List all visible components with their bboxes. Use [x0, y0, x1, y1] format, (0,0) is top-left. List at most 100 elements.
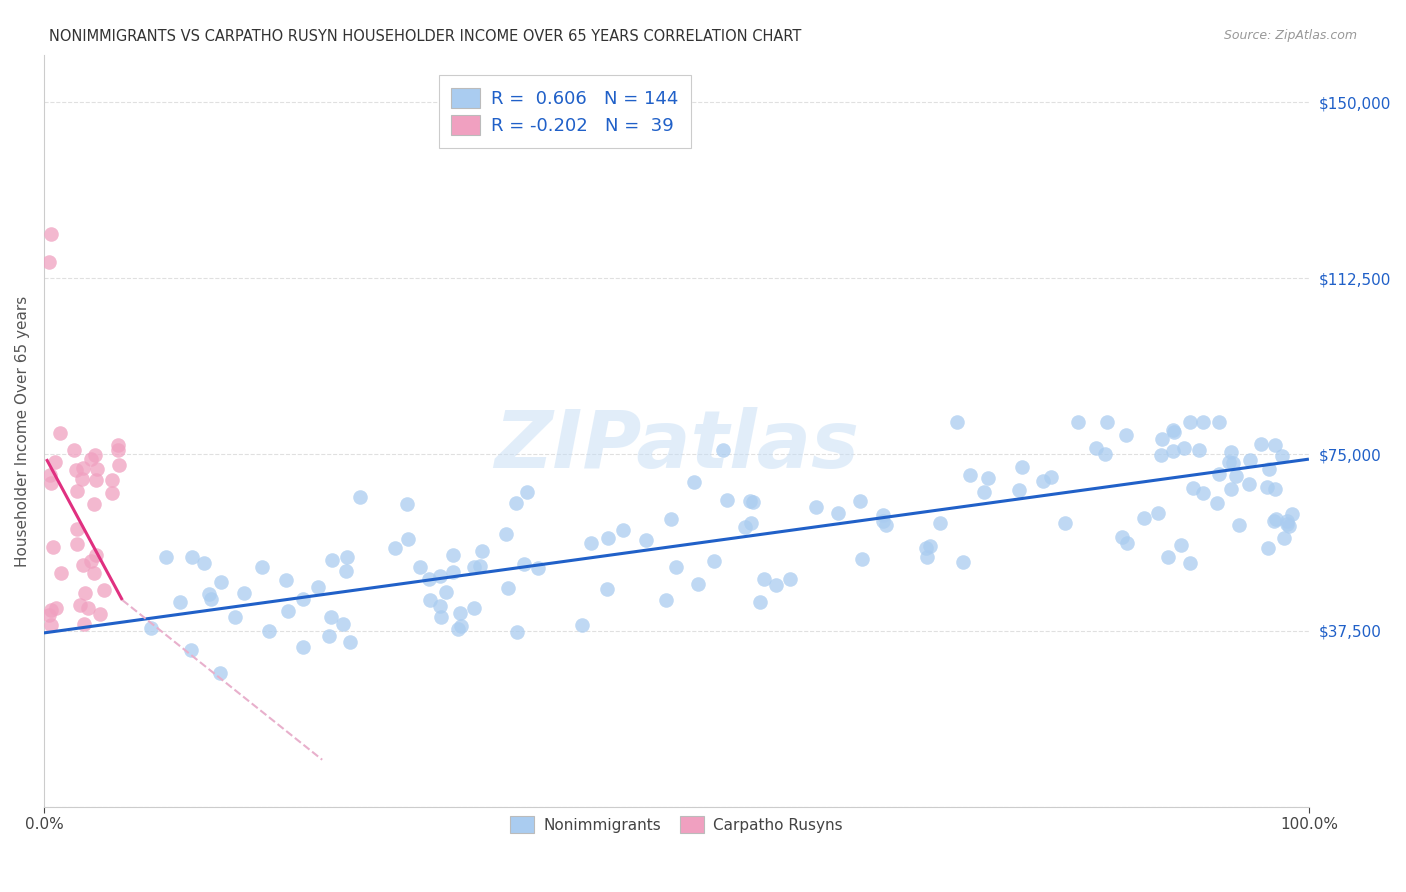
Point — [83, 497, 105, 511]
Point — [1180, 415, 1202, 429]
Text: ZIPatlas: ZIPatlas — [494, 407, 859, 485]
Point — [75, 586, 97, 600]
Point — [506, 625, 529, 640]
Point — [765, 578, 787, 592]
Point — [1173, 441, 1195, 455]
Point — [1225, 468, 1247, 483]
Point — [66, 536, 89, 550]
Point — [683, 475, 706, 489]
Point — [1161, 423, 1184, 437]
Point — [598, 531, 620, 545]
Point — [100, 473, 122, 487]
Point — [1265, 512, 1288, 526]
Point — [495, 527, 517, 541]
Point — [434, 584, 457, 599]
Point — [463, 560, 485, 574]
Point — [1218, 455, 1240, 469]
Point — [915, 549, 938, 564]
Point — [291, 640, 314, 654]
Point — [571, 617, 593, 632]
Point — [516, 485, 538, 500]
Point — [83, 566, 105, 580]
Point — [636, 533, 658, 548]
Point — [914, 541, 936, 555]
Point — [1220, 445, 1243, 459]
Point — [918, 539, 941, 553]
Legend: Nonimmigrants, Carpatho Rusyns: Nonimmigrants, Carpatho Rusyns — [502, 808, 851, 840]
Point — [1222, 456, 1244, 470]
Point — [209, 575, 232, 590]
Point — [65, 522, 87, 536]
Point — [716, 493, 738, 508]
Point — [93, 582, 115, 597]
Point — [1239, 477, 1261, 491]
Point — [1281, 507, 1303, 521]
Point — [336, 549, 359, 564]
Point — [418, 573, 440, 587]
Point — [527, 561, 550, 575]
Point — [1250, 437, 1272, 451]
Point — [1256, 479, 1278, 493]
Point — [291, 591, 314, 606]
Point — [42, 540, 65, 554]
Point — [38, 607, 60, 622]
Point — [1161, 444, 1184, 458]
Point — [742, 495, 765, 509]
Point — [513, 558, 536, 572]
Point — [39, 476, 62, 491]
Point — [384, 541, 406, 555]
Point — [1278, 519, 1301, 533]
Point — [1208, 415, 1230, 429]
Point — [84, 473, 107, 487]
Point — [1264, 483, 1286, 497]
Point — [429, 568, 451, 582]
Point — [1032, 474, 1054, 488]
Point — [1264, 438, 1286, 452]
Point — [73, 616, 96, 631]
Point — [69, 598, 91, 612]
Point — [595, 582, 617, 596]
Point — [711, 442, 734, 457]
Point — [200, 592, 222, 607]
Point — [65, 463, 87, 477]
Point — [1277, 514, 1299, 528]
Point — [307, 581, 329, 595]
Point — [1147, 506, 1170, 520]
Point — [39, 617, 62, 632]
Point — [349, 490, 371, 504]
Point — [1263, 514, 1285, 528]
Point — [77, 600, 100, 615]
Point — [688, 577, 710, 591]
Point — [108, 458, 131, 472]
Point — [49, 425, 72, 440]
Point — [257, 624, 280, 638]
Point — [100, 486, 122, 500]
Point — [1239, 452, 1261, 467]
Point — [139, 621, 162, 635]
Point — [1163, 425, 1185, 439]
Point — [84, 548, 107, 562]
Point — [395, 497, 418, 511]
Point — [1011, 459, 1033, 474]
Point — [49, 566, 72, 580]
Point — [1257, 541, 1279, 556]
Point — [1271, 450, 1294, 464]
Point — [441, 548, 464, 562]
Point — [396, 532, 419, 546]
Point — [851, 552, 873, 566]
Point — [318, 629, 340, 643]
Point — [804, 500, 827, 514]
Point — [72, 558, 94, 573]
Point — [1054, 516, 1077, 530]
Point — [973, 485, 995, 500]
Point — [232, 586, 254, 600]
Point — [471, 544, 494, 558]
Point — [44, 454, 66, 468]
Point — [339, 634, 361, 648]
Point — [1094, 447, 1116, 461]
Point — [208, 665, 231, 680]
Point — [107, 443, 129, 458]
Point — [332, 616, 354, 631]
Point — [429, 610, 451, 624]
Point — [38, 468, 60, 483]
